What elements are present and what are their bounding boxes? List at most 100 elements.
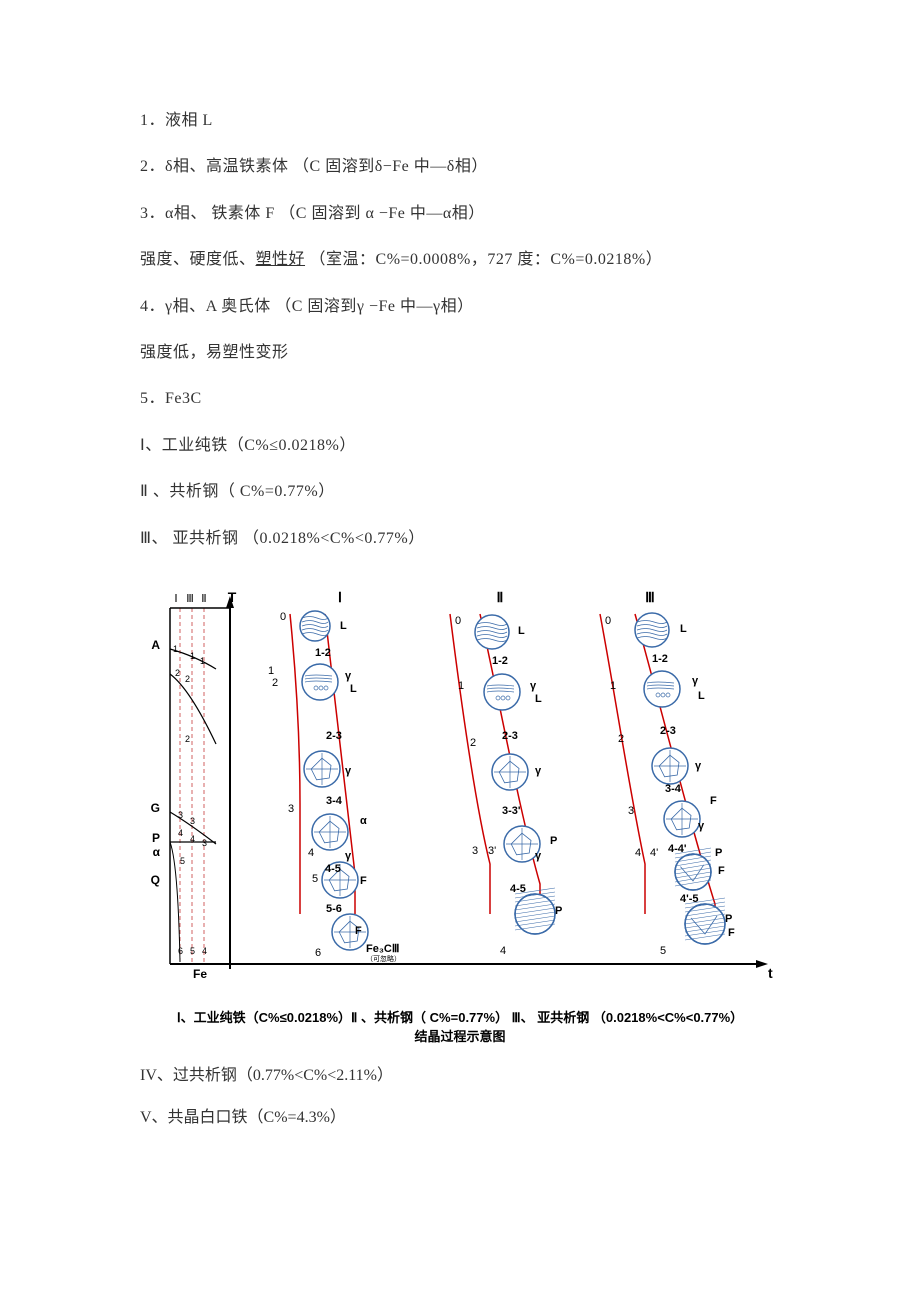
svg-text:2: 2 [175,668,180,678]
svg-text:G: G [151,801,160,815]
svg-text:L: L [680,623,687,635]
svg-text:3: 3 [190,816,195,826]
svg-text:2-3: 2-3 [660,725,676,737]
svg-text:1: 1 [610,680,616,692]
svg-text:γ: γ [692,675,699,687]
svg-text:Q: Q [151,873,160,887]
svg-text:γ: γ [345,670,352,682]
svg-text:Ⅲ: Ⅲ [645,589,655,605]
svg-text:1: 1 [458,680,464,692]
svg-text:Ⅰ: Ⅰ [338,589,342,605]
svg-text:4: 4 [202,946,207,956]
svg-text:P: P [715,847,722,859]
text-line-9: Ⅱ 、共析钢（ C%=0.77%） [140,481,780,503]
svg-text:Ⅱ: Ⅱ [201,593,206,605]
text-line-3: 3．α相、 铁素体 F （C 固溶到 α −Fe 中—α相） [140,203,780,225]
svg-text:4'-5: 4'-5 [680,893,699,905]
svg-text:3: 3 [178,810,183,820]
svg-text:5-6: 5-6 [326,903,342,915]
svg-text:2-3: 2-3 [326,730,342,742]
svg-text:2: 2 [272,677,278,689]
text-line-11: IV、过共析钢（0.77%<C%<2.11%） [140,1063,780,1089]
svg-text:4: 4 [635,847,641,859]
diagram-caption: Ⅰ、工业纯铁（C%≤0.0218%）Ⅱ 、共析钢（ C%=0.77%） Ⅲ、 亚… [140,1008,780,1047]
svg-text:6: 6 [178,946,183,956]
svg-text:2: 2 [470,737,476,749]
svg-text:α: α [153,845,161,859]
svg-text:0: 0 [605,615,611,627]
text-line-5: 4．γ相、A 奥氏体 （C 固溶到γ −Fe 中—γ相） [140,296,780,318]
phase-diagram: ⅠⅢⅡTⅠⅡⅢtAGPαQ111222334435654FeL1-2γL2-3γ… [140,574,780,1004]
svg-text:1: 1 [173,644,178,654]
text-line-1: 1．液相 L [140,110,780,132]
caption-line-1: Ⅰ、工业纯铁（C%≤0.0218%）Ⅱ 、共析钢（ C%=0.77%） Ⅲ、 亚… [177,1010,743,1025]
svg-text:4-5: 4-5 [325,863,341,875]
svg-text:1: 1 [200,656,205,666]
text-line-8: Ⅰ、工业纯铁（C%≤0.0218%） [140,435,780,457]
svg-text:L: L [518,625,525,637]
svg-text:γ: γ [535,850,542,862]
svg-text:0: 0 [455,615,461,627]
svg-text:3: 3 [202,838,207,848]
svg-text:Fe₃CⅢ: Fe₃CⅢ [366,943,399,955]
svg-text:P: P [152,831,160,845]
svg-text:3: 3 [472,845,478,857]
svg-text:Ⅰ: Ⅰ [174,593,177,605]
svg-text:Ⅲ: Ⅲ [186,593,194,605]
caption-line-2: 结晶过程示意图 [414,1029,505,1044]
svg-text:5: 5 [312,873,318,885]
svg-text:5: 5 [190,946,195,956]
text-underline: 塑性好 [256,251,306,268]
svg-text:γ: γ [345,850,352,862]
svg-text:6: 6 [315,947,321,959]
svg-text:γ: γ [695,760,702,772]
svg-text:F: F [728,927,735,939]
svg-text:P: P [550,835,557,847]
svg-text:2: 2 [618,733,624,745]
svg-text:F: F [710,795,717,807]
svg-text:4-5: 4-5 [510,883,526,895]
svg-text:（可忽略）: （可忽略） [366,954,401,963]
svg-text:2: 2 [185,734,190,744]
text-line-7: 5．Fe3C [140,388,780,410]
svg-text:2: 2 [185,674,190,684]
svg-text:1-2: 1-2 [652,653,668,665]
svg-text:A: A [151,638,160,652]
svg-text:4: 4 [500,945,506,957]
svg-text:L: L [698,690,705,702]
text-line-12: V、共晶白口铁（C%=4.3%） [140,1105,780,1131]
svg-text:3-4: 3-4 [326,795,343,807]
svg-text:γ: γ [698,820,705,832]
svg-text:3': 3' [488,845,496,857]
svg-text:3-3': 3-3' [502,805,521,817]
svg-text:L: L [535,693,542,705]
svg-text:t: t [768,965,773,979]
svg-text:T: T [228,589,237,605]
svg-text:5: 5 [180,856,185,866]
svg-text:F: F [718,865,725,877]
svg-text:4: 4 [178,828,183,838]
text-line-4: 强度、硬度低、塑性好 （室温：C%=0.0008%，727 度：C%=0.021… [140,249,780,271]
svg-text:L: L [340,620,347,632]
text-line-2: 2．δ相、高温铁素体 （C 固溶到δ−Fe 中—δ相） [140,156,780,178]
svg-text:4: 4 [190,834,195,844]
svg-text:Fe: Fe [193,967,207,979]
svg-text:L: L [350,683,357,695]
svg-text:1: 1 [268,665,274,677]
svg-text:0: 0 [280,611,286,623]
svg-text:P: P [725,913,732,925]
svg-text:1-2: 1-2 [492,655,508,667]
svg-text:Ⅱ: Ⅱ [497,589,504,605]
svg-text:3-4: 3-4 [665,783,682,795]
svg-text:γ: γ [530,680,537,692]
text-line-6: 强度低，易塑性变形 [140,342,780,364]
svg-text:4: 4 [308,847,314,859]
svg-text:1: 1 [190,651,195,661]
svg-text:α: α [360,815,367,827]
svg-text:5: 5 [660,945,666,957]
svg-text:4': 4' [650,847,658,859]
svg-text:F: F [355,925,362,937]
text-line-10: Ⅲ、 亚共析钢 （0.0218%<C%<0.77%） [140,528,780,550]
svg-text:γ: γ [535,765,542,777]
svg-text:γ: γ [345,765,352,777]
